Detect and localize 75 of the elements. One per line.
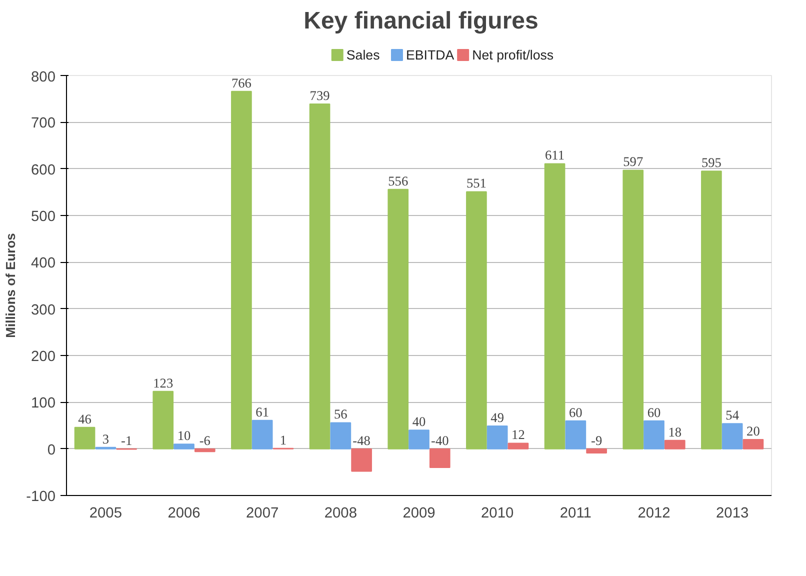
data-label: -6 — [199, 432, 211, 448]
data-label: 611 — [545, 148, 565, 163]
bar — [742, 439, 764, 450]
data-label: 60 — [647, 404, 661, 420]
bar — [722, 423, 743, 450]
x-tick-label: 2013 — [716, 506, 749, 522]
y-tick-label: 800 — [31, 70, 56, 86]
y-axis-title: Millions of Euros — [3, 233, 18, 338]
bar — [330, 422, 352, 450]
y-tick-label: 0 — [47, 442, 56, 458]
data-label: -9 — [591, 432, 602, 448]
bar — [252, 420, 273, 450]
data-label: 18 — [668, 424, 682, 440]
legend-label: Sales — [346, 48, 380, 62]
bar — [508, 442, 529, 450]
x-tick-label: 2010 — [481, 506, 514, 522]
data-label: 556 — [388, 173, 408, 188]
x-tick-label: 2006 — [168, 506, 200, 522]
data-label: 20 — [746, 424, 760, 438]
data-label: -40 — [431, 432, 450, 448]
y-tick-label: 500 — [31, 209, 56, 225]
x-tick-label: 2007 — [246, 506, 279, 522]
bar — [74, 426, 96, 450]
bar — [351, 448, 372, 472]
bar — [388, 188, 409, 450]
data-label: 1 — [280, 432, 287, 448]
bar — [544, 163, 566, 450]
data-label: 10 — [177, 428, 191, 444]
bar — [486, 425, 508, 450]
data-label: -1 — [121, 432, 132, 448]
y-tick-label: -100 — [26, 489, 56, 505]
data-label: -48 — [352, 432, 371, 448]
x-tick-label: 2005 — [89, 506, 122, 522]
x-tick-label: 2009 — [402, 506, 436, 522]
bar — [586, 448, 607, 454]
data-label: 40 — [412, 414, 426, 430]
bar — [152, 390, 174, 450]
bar — [644, 420, 664, 450]
bar — [565, 420, 586, 450]
data-label: 54 — [726, 408, 740, 423]
y-tick-label: 300 — [31, 302, 56, 318]
bar — [622, 170, 644, 450]
legend-label: EBITDA — [406, 48, 454, 62]
y-tick-label: 600 — [31, 162, 56, 178]
data-label: 49 — [490, 410, 504, 425]
x-tick-label: 2008 — [324, 506, 357, 522]
data-label: 597 — [623, 154, 644, 170]
data-label: 61 — [256, 404, 269, 420]
x-tick-label: 2012 — [638, 506, 670, 522]
y-tick-label: 400 — [31, 256, 56, 272]
bar — [466, 191, 487, 450]
data-label: 123 — [153, 375, 174, 390]
bar — [231, 90, 252, 450]
data-label: 551 — [466, 176, 486, 191]
data-label: 12 — [512, 427, 525, 442]
bar — [701, 170, 722, 450]
data-label: 3 — [102, 431, 110, 446]
data-label: 766 — [231, 75, 252, 90]
data-label: 56 — [334, 406, 348, 422]
bar — [309, 103, 330, 450]
y-tick-label: 100 — [31, 396, 56, 412]
bar — [429, 448, 450, 468]
bar — [408, 430, 430, 450]
data-label: 739 — [310, 88, 330, 103]
y-tick-label: 200 — [31, 349, 56, 365]
bar — [664, 440, 686, 450]
bar — [174, 444, 194, 450]
y-tick-label: 700 — [31, 116, 56, 132]
data-label: 595 — [701, 155, 722, 170]
x-tick-label: 2011 — [560, 506, 592, 522]
bar — [194, 448, 216, 452]
data-label: 60 — [569, 404, 583, 420]
data-label: 46 — [78, 411, 92, 426]
chart-title: Key financial figures — [304, 8, 538, 34]
legend-label: Net profit/loss — [472, 48, 554, 62]
